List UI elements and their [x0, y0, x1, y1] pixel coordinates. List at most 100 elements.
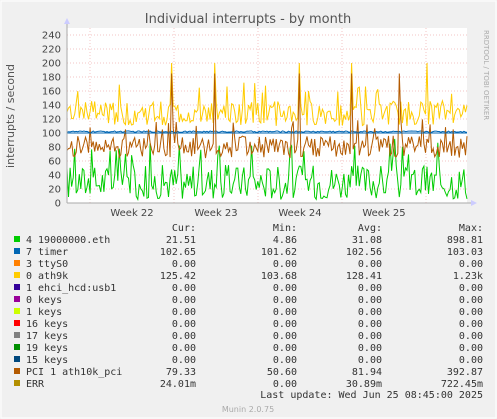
legend-series-name: 4 19000000.eth: [26, 235, 110, 246]
legend-value-cur: 0.00: [172, 259, 196, 270]
legend-series-name: 0 ath9k: [26, 271, 68, 282]
x-tick-label: Week 23: [194, 208, 237, 219]
y-tick-label: 60: [48, 157, 61, 168]
legend-value-avg: 0.00: [358, 295, 382, 306]
legend-value-max: 0.00: [459, 283, 483, 294]
legend-header-cur: Cur:: [172, 223, 196, 234]
legend-value-max: 0.00: [459, 307, 483, 318]
legend-value-cur: 0.00: [172, 295, 196, 306]
legend-value-cur: 0.00: [172, 307, 196, 318]
y-tick-label: 20: [48, 185, 61, 196]
axes: [64, 18, 477, 206]
legend-series-name: 7 timer: [26, 247, 68, 258]
legend-series-name: 1 keys: [26, 307, 62, 318]
y-axis-arrow: [64, 18, 70, 24]
legend-swatch: [14, 380, 20, 386]
legend-swatch: [14, 356, 20, 362]
legend-value-avg: 128.41: [346, 271, 382, 282]
legend-value-max: 392.87: [447, 367, 483, 378]
chart-title: Individual interrupts - by month: [145, 12, 351, 27]
legend-header-min: Min:: [273, 223, 297, 234]
rrdtool-credit: RRDTOOL / TOBI OETIKER: [482, 30, 490, 120]
y-tick-label: 160: [42, 87, 61, 98]
series-line: [66, 130, 468, 133]
legend-value-max: 898.81: [447, 235, 483, 246]
legend-value-avg: 0.00: [358, 319, 382, 330]
legend: Cur: Min: Avg: Max: 4 19000000.eth 21.51 4.86 3…: [14, 223, 483, 390]
legend-value-cur: 0.00: [172, 343, 196, 354]
x-axis-arrow: [471, 200, 477, 206]
legend-swatch: [14, 248, 20, 254]
legend-value-max: 0.00: [459, 331, 483, 342]
legend-value-avg: 102.56: [346, 247, 382, 258]
y-tick-label: 140: [42, 101, 61, 112]
legend-swatch: [14, 272, 20, 278]
legend-value-min: 0.00: [273, 331, 297, 342]
series-layer: [66, 62, 468, 202]
legend-value-avg: 0.00: [358, 307, 382, 318]
y-tick-label: 240: [42, 31, 61, 42]
legend-swatch: [14, 236, 20, 242]
y-tick-label: 0: [55, 199, 61, 210]
legend-header-avg: Avg:: [358, 223, 382, 234]
legend-value-max: 0.00: [459, 259, 483, 270]
x-tick-label: Week 22: [110, 208, 153, 219]
legend-value-min: 0.00: [273, 319, 297, 330]
legend-value-avg: 81.94: [352, 367, 382, 378]
legend-value-cur: 79.33: [166, 367, 196, 378]
axis-ticks: 0 20 40 60 80 100 120 140 160 180 200 220 240 Week 22…: [42, 31, 406, 220]
legend-value-avg: 31.08: [352, 235, 382, 246]
legend-value-min: 0.00: [273, 307, 297, 318]
legend-value-min: 103.68: [261, 271, 297, 282]
legend-value-max: 0.00: [459, 319, 483, 330]
legend-value-min: 4.86: [273, 235, 297, 246]
legend-value-avg: 0.00: [358, 343, 382, 354]
legend-value-min: 0.00: [273, 343, 297, 354]
munin-version: Munin 2.0.75: [222, 405, 274, 414]
legend-swatch: [14, 296, 20, 302]
legend-value-min: 0.00: [273, 355, 297, 366]
legend-value-avg: 0.00: [358, 355, 382, 366]
legend-value-max: 0.00: [459, 295, 483, 306]
legend-value-cur: 24.01m: [160, 379, 196, 390]
legend-value-max: 103.03: [447, 247, 483, 258]
legend-value-avg: 0.00: [358, 283, 382, 294]
legend-value-max: 722.45m: [441, 379, 483, 390]
y-tick-label: 120: [42, 115, 61, 126]
legend-value-cur: 102.65: [160, 247, 196, 258]
legend-series-name: 1 ehci_hcd:usb1: [26, 283, 116, 294]
legend-series-name: ERR: [26, 379, 45, 390]
y-tick-label: 180: [42, 73, 61, 84]
legend-swatch: [14, 308, 20, 314]
legend-swatch: [14, 368, 20, 374]
legend-value-cur: 0.00: [172, 319, 196, 330]
y-axis-label: interrupts / second: [4, 64, 17, 168]
legend-value-avg: 0.00: [358, 259, 382, 270]
legend-value-cur: 0.00: [172, 283, 196, 294]
y-tick-label: 40: [48, 171, 61, 182]
legend-value-max: 0.00: [459, 355, 483, 366]
legend-value-cur: 0.00: [172, 355, 196, 366]
legend-value-avg: 0.00: [358, 331, 382, 342]
legend-series-name: 19 keys: [26, 343, 68, 354]
x-tick-label: Week 24: [278, 208, 321, 219]
y-tick-label: 100: [42, 129, 61, 140]
legend-swatch: [14, 284, 20, 290]
legend-swatch: [14, 332, 20, 338]
legend-value-min: 0.00: [273, 295, 297, 306]
legend-value-min: 50.60: [267, 367, 297, 378]
y-tick-label: 200: [42, 59, 61, 70]
series-line: [66, 138, 468, 202]
legend-value-min: 0.00: [273, 283, 297, 294]
legend-series-name: 3 ttyS0: [26, 259, 68, 270]
legend-value-max: 1.23k: [453, 271, 483, 282]
legend-series-name: 15 keys: [26, 355, 68, 366]
y-tick-label: 80: [48, 143, 61, 154]
legend-value-min: 0.00: [273, 379, 297, 390]
legend-value-cur: 125.42: [160, 271, 196, 282]
legend-swatch: [14, 344, 20, 350]
last-update: Last update: Wed Jun 25 08:45:00 2025: [260, 390, 483, 401]
legend-series-name: 0 keys: [26, 295, 62, 306]
